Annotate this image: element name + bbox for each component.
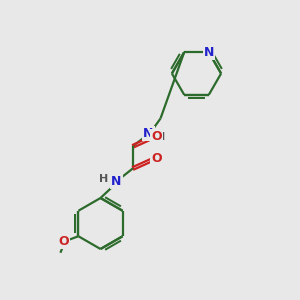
- Text: O: O: [58, 235, 69, 248]
- Text: N: N: [143, 127, 154, 140]
- Text: N: N: [204, 46, 214, 59]
- Text: H: H: [99, 173, 108, 184]
- Text: H: H: [157, 132, 166, 142]
- Text: O: O: [151, 130, 162, 143]
- Text: N: N: [111, 175, 122, 188]
- Text: O: O: [151, 152, 162, 166]
